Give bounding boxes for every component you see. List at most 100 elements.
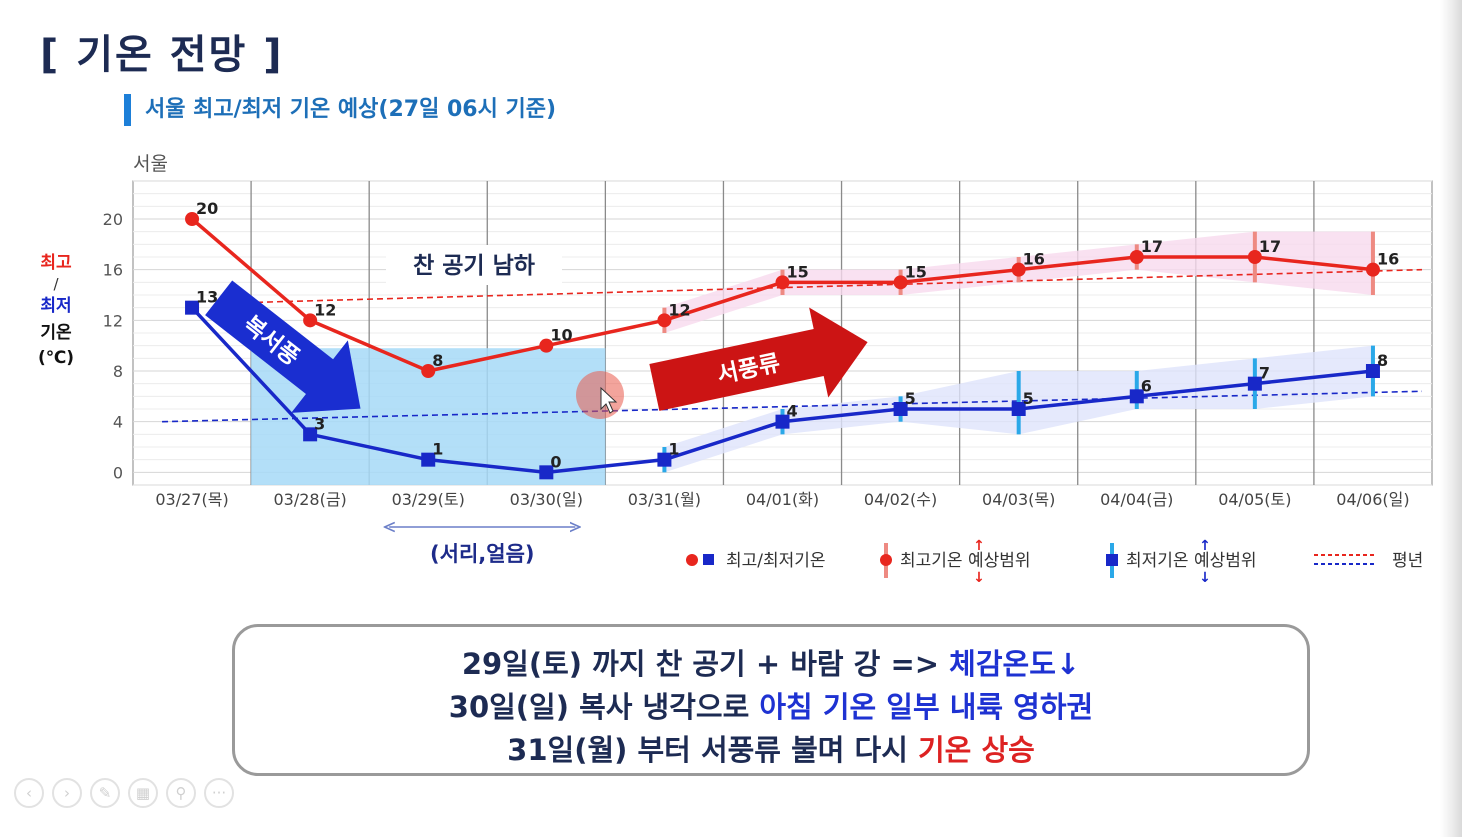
- summary-line-1: 29일(토) 까지 찬 공기 + 바람 강 => 체감온도↓: [235, 641, 1307, 683]
- max-temp-point: [1011, 262, 1026, 277]
- legend-max-marker: [686, 554, 698, 566]
- cold-air-label: 찬 공기 남하: [413, 253, 535, 279]
- west-wind-arrow-shape: [649, 307, 868, 411]
- summary-line-2-highlight: 아침 기온 일부 내륙 영하권: [759, 690, 1094, 724]
- max-temp-label: 15: [905, 262, 927, 281]
- max-temp-label: 10: [550, 326, 572, 345]
- max-temp-point: [185, 212, 200, 226]
- x-tick-label: 04/02(수): [864, 490, 937, 509]
- y-axis-label-max: 최고: [40, 253, 72, 273]
- pen-icon: ✎: [98, 784, 112, 802]
- max-temp-label: 8: [432, 351, 443, 370]
- min-temp-label: 0: [550, 452, 561, 471]
- normal-max-line: [247, 268, 1423, 304]
- min-temp-point: [657, 452, 672, 467]
- y-tick-label: 20: [103, 210, 123, 229]
- legend-min-up-arrow: ↑: [1199, 538, 1211, 554]
- next-slide-button[interactable]: ›: [52, 778, 82, 808]
- legend-min-down-arrow: ↓: [1199, 570, 1211, 586]
- summary-line-1-text: 29일(토) 까지 찬 공기 + 바람 강 =>: [461, 647, 950, 681]
- legend-max-down-arrow: ↓: [973, 570, 985, 586]
- max-temp-label: 16: [1377, 250, 1399, 269]
- min-temp-label: 13: [196, 288, 218, 307]
- min-temp-label: 3: [314, 414, 325, 433]
- prev-slide-button[interactable]: ‹: [14, 778, 44, 808]
- max-temp-point: [775, 275, 790, 290]
- max-temp-point: [1247, 250, 1262, 264]
- max-temp-point: [657, 313, 672, 328]
- magnifier-icon: ⚲: [175, 784, 187, 802]
- legend-max-up-arrow: ↑: [973, 538, 985, 554]
- min-temp-label: 4: [787, 402, 798, 421]
- max-temp-point: [893, 275, 908, 290]
- y-tick-label: 0: [113, 463, 123, 482]
- max-temp-point: [539, 338, 554, 353]
- y-axis-label-unit: (℃): [38, 348, 74, 368]
- more-icon: ···: [211, 784, 227, 802]
- max-temp-label: 17: [1141, 237, 1163, 256]
- min-temp-point: [1247, 376, 1262, 391]
- min-temp-label: 1: [668, 440, 679, 459]
- legend-min-marker: [703, 554, 714, 565]
- summary-box: 29일(토) 까지 찬 공기 + 바람 강 => 체감온도↓ 30일(일) 복사…: [232, 624, 1310, 776]
- min-temp-point: [303, 427, 318, 442]
- region-label: 서울: [133, 153, 168, 175]
- legend-label-normal: 평년: [1392, 551, 1423, 571]
- min-temp-point: [893, 402, 908, 416]
- normal-min-line: [162, 390, 1423, 423]
- max-temp-label: 12: [668, 300, 690, 319]
- x-tick-label: 04/04(금): [1100, 490, 1173, 509]
- max-temp-label: 15: [787, 262, 809, 281]
- more-options-button[interactable]: ···: [204, 778, 234, 808]
- min-temp-point: [539, 465, 554, 480]
- min-temp-point: [1129, 389, 1144, 404]
- cold-air-label-background: [386, 245, 562, 285]
- x-tick-label: 03/27(목): [155, 490, 228, 509]
- zoom-button[interactable]: ⚲: [166, 778, 196, 808]
- legend-max-range-marker: [880, 554, 892, 566]
- min-temp-label: 5: [905, 389, 916, 408]
- x-tick-label: 04/05(토): [1218, 490, 1291, 509]
- max-temp-point: [1365, 262, 1380, 277]
- pen-tool-button[interactable]: ✎: [90, 778, 120, 808]
- max-temp-label: 20: [196, 199, 218, 218]
- min-temp-point: [421, 452, 436, 467]
- x-tick-label: 03/31(월): [628, 490, 701, 509]
- max-temp-point: [421, 364, 436, 378]
- summary-line-2-text: 30일(일) 복사 냉각으로: [448, 690, 760, 724]
- x-tick-label: 03/30(일): [510, 490, 583, 509]
- x-tick-label: 04/01(화): [746, 490, 819, 509]
- west-wind-arrow: 서풍류: [649, 307, 868, 411]
- frost-label: (서리,얼음): [430, 542, 534, 566]
- slides-grid-button[interactable]: ▦: [128, 778, 158, 808]
- grid-icon: ▦: [135, 784, 151, 802]
- summary-line-3-highlight: 기온 상승: [918, 733, 1035, 767]
- cursor-icon: [600, 386, 618, 414]
- max-temp-label: 12: [314, 300, 336, 319]
- min-temp-label: 6: [1141, 376, 1152, 395]
- min-temp-label: 5: [1023, 389, 1034, 408]
- max-temp-point: [303, 313, 318, 328]
- y-tick-label: 8: [113, 362, 123, 381]
- slideshow-controls: ‹ › ✎ ▦ ⚲ ···: [14, 778, 234, 814]
- summary-line-2: 30일(일) 복사 냉각으로 아침 기온 일부 내륙 영하권: [235, 684, 1307, 726]
- y-axis-label-temp: 기온: [40, 323, 72, 343]
- summary-line-1-highlight: 체감온도↓: [949, 647, 1081, 681]
- window-edge-shadow: [1440, 0, 1462, 837]
- chevron-left-icon: ‹: [26, 784, 32, 802]
- cursor-highlight: [576, 371, 624, 419]
- min-temp-label: 7: [1259, 364, 1270, 383]
- max-temp-label: 16: [1023, 250, 1045, 269]
- min-temp-point: [1365, 364, 1380, 378]
- x-tick-label: 04/06(일): [1336, 490, 1409, 509]
- chevron-right-icon: ›: [64, 784, 70, 802]
- x-tick-label: 03/28(금): [273, 490, 346, 509]
- summary-line-3-text: 31일(월) 부터 서풍류 불며 다시: [507, 733, 918, 767]
- slide-title: [ 기온 전망 ]: [40, 32, 284, 78]
- x-tick-label: 03/29(토): [392, 490, 465, 509]
- y-tick-label: 4: [113, 413, 123, 432]
- x-tick-label: 04/03(목): [982, 490, 1055, 509]
- chart-subtitle: 서울 최고/최저 기온 예상(27일 06시 기준): [124, 94, 556, 126]
- y-tick-label: 16: [103, 261, 123, 280]
